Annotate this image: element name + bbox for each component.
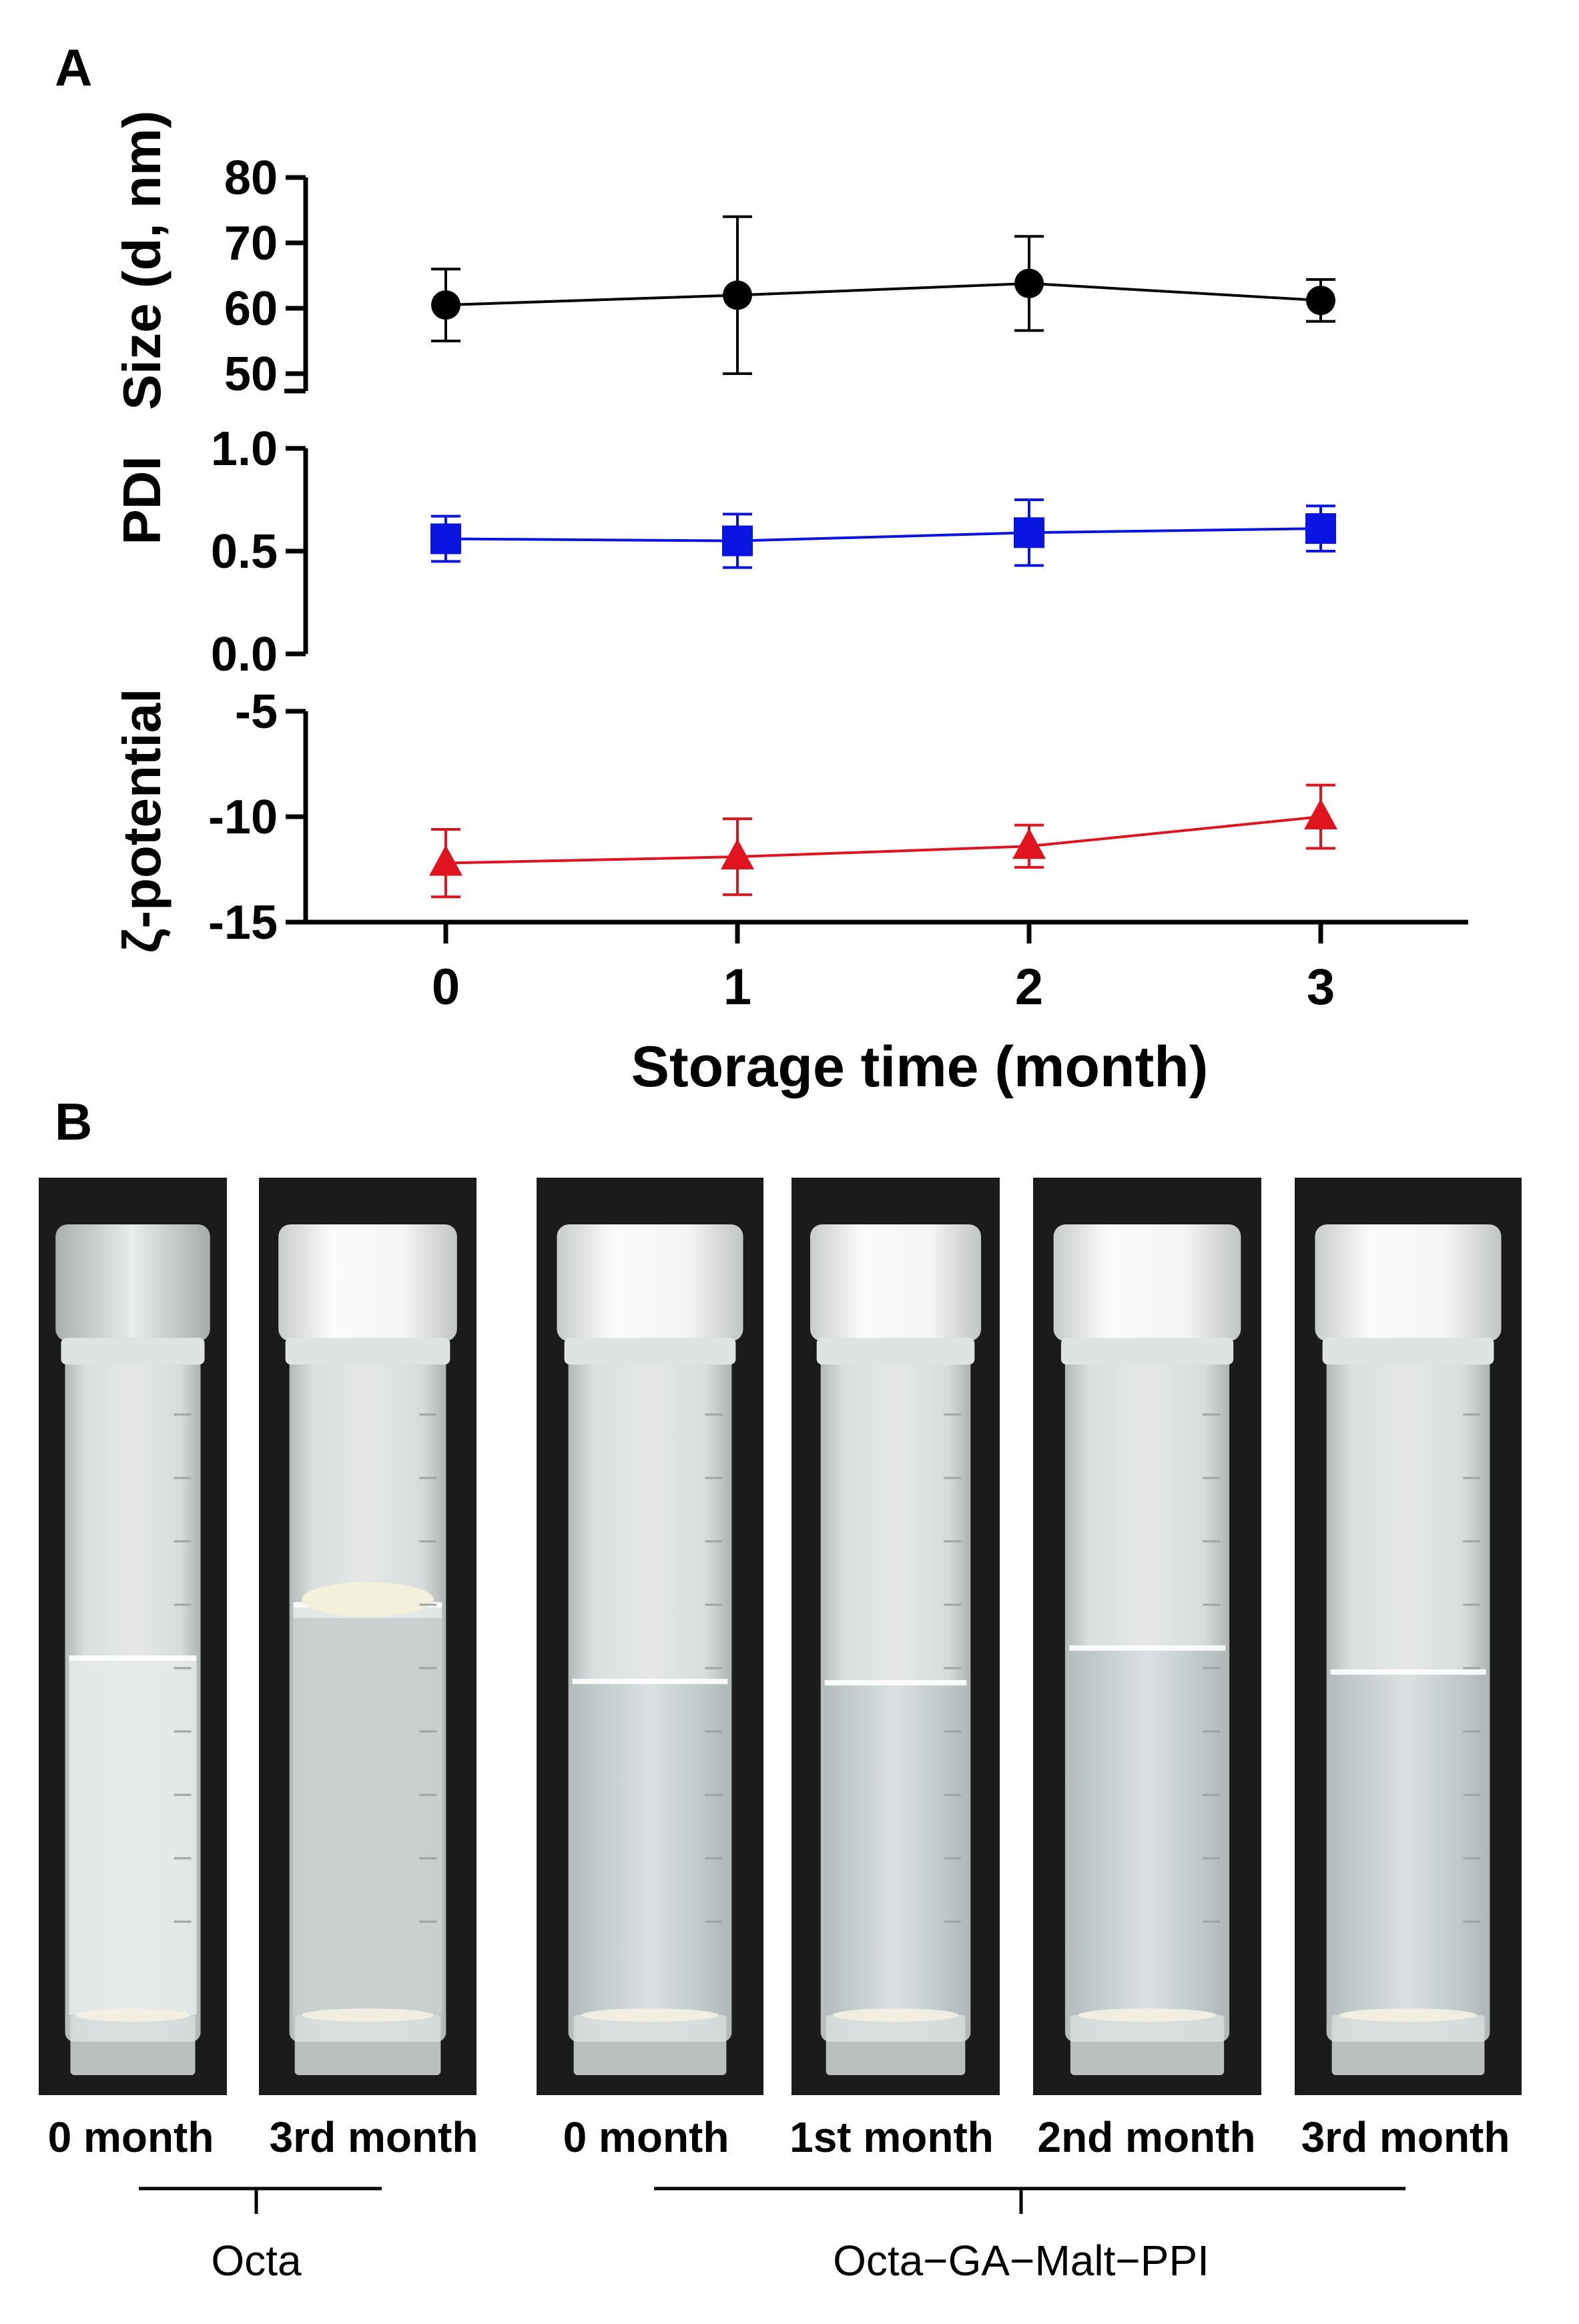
x-tick-label: 0 xyxy=(432,959,460,1016)
tube-liquid xyxy=(572,1681,728,2015)
tube-liquid xyxy=(69,1658,197,2015)
x-axis-title: Storage time (month) xyxy=(631,1035,1209,1099)
pdi-data-point xyxy=(430,523,461,554)
zeta-potential-subplot: -5 -10 -15 xyxy=(208,685,1337,949)
bracket-octa-ga-malt-ppi xyxy=(654,2187,1405,2214)
photo-label-ppi-3: 3rd month xyxy=(1301,2113,1510,2161)
tube-bottom-sediment xyxy=(832,2008,959,2022)
size-data-point xyxy=(431,290,460,320)
zeta-axis-title: ζ-potential xyxy=(112,689,172,953)
tube-cap xyxy=(810,1224,982,1341)
zeta-data-point xyxy=(429,845,462,876)
size-series-line xyxy=(445,282,1321,307)
tube-cap xyxy=(557,1224,743,1341)
pdi-y-tick-label: 0.5 xyxy=(211,525,278,578)
tube-base xyxy=(70,2015,196,2075)
tube-cap xyxy=(55,1224,210,1341)
tube-photo xyxy=(1033,1178,1261,2095)
size-data-point xyxy=(1306,286,1335,316)
tube-cap-collar xyxy=(61,1338,205,1365)
tube-photographs xyxy=(39,1178,1522,2095)
group-label-octa: Octa xyxy=(211,2237,302,2285)
x-tick-label: 1 xyxy=(723,959,751,1016)
tube-photo xyxy=(1295,1178,1522,2095)
tube-cap-collar xyxy=(1060,1338,1234,1365)
photo-label-ppi-1: 1st month xyxy=(790,2113,994,2161)
tube-photo xyxy=(259,1178,477,2095)
pdi-data-point xyxy=(722,525,753,556)
photo-label-ppi-2: 2nd month xyxy=(1037,2113,1255,2161)
tube-base xyxy=(294,2015,441,2075)
zeta-y-tick-label: -5 xyxy=(235,685,278,739)
size-axis-title: Size (d, nm) xyxy=(112,111,172,410)
size-subplot: 50 60 70 80 xyxy=(224,151,1335,401)
bracket-octa xyxy=(139,2187,382,2214)
x-tick-label: 3 xyxy=(1307,959,1335,1016)
tube-bottom-sediment xyxy=(75,2008,190,2022)
tube-base xyxy=(826,2015,966,2075)
zeta-data-point xyxy=(1012,828,1046,859)
tube-base xyxy=(573,2015,727,2075)
x-axis: 0 1 2 3 xyxy=(306,919,1468,1016)
panel-label-a: A xyxy=(55,38,92,97)
pdi-axis-title: PDI xyxy=(112,456,172,544)
tube-cap-collar xyxy=(816,1338,975,1365)
tube-liquid xyxy=(1068,1648,1226,2015)
photo-label-octa-3: 3rd month xyxy=(270,2113,479,2161)
pdi-data-point xyxy=(1305,513,1336,544)
tube-liquid xyxy=(293,1605,442,2015)
photo-label-ppi-0: 0 month xyxy=(563,2113,729,2161)
tube-cap xyxy=(1315,1224,1502,1341)
tube-bottom-sediment xyxy=(302,2008,434,2022)
tube-cap-collar xyxy=(564,1338,736,1365)
creaming-layer xyxy=(302,1582,434,1617)
pdi-series-line xyxy=(445,527,1321,542)
size-y-tick-label: 60 xyxy=(224,282,278,336)
tube-cap xyxy=(1053,1224,1241,1341)
size-y-tick-label: 50 xyxy=(224,348,278,401)
zeta-series-line xyxy=(445,815,1321,865)
zeta-data-point xyxy=(1304,799,1337,829)
tube-liquid xyxy=(1330,1672,1486,2015)
size-y-tick-label: 80 xyxy=(224,151,278,205)
sedimented-emulsion xyxy=(293,1618,442,2015)
tube-photo xyxy=(39,1178,227,2095)
tube-cap-collar xyxy=(285,1338,450,1365)
tube-photo xyxy=(792,1178,1000,2095)
pdi-y-tick-label: 1.0 xyxy=(211,422,278,476)
size-y-tick-label: 70 xyxy=(224,217,278,270)
tube-cap xyxy=(278,1224,457,1341)
tube-bottom-sediment xyxy=(1078,2008,1217,2022)
zeta-y-tick-label: -10 xyxy=(208,791,278,844)
tube-bottom-sediment xyxy=(581,2008,719,2022)
panel-label-b: B xyxy=(55,1092,92,1151)
group-label-octa-ga-malt-ppi: Octa−GA−Malt−PPI xyxy=(833,2237,1209,2285)
tube-photo xyxy=(537,1178,763,2095)
zeta-y-tick-label: -15 xyxy=(208,896,278,949)
zeta-data-point xyxy=(721,839,754,870)
pdi-y-tick-label: 0.0 xyxy=(211,628,278,681)
pdi-subplot: 0.0 0.5 1.0 xyxy=(211,422,1336,681)
size-data-point xyxy=(1014,268,1044,298)
x-tick-label: 2 xyxy=(1015,959,1043,1016)
size-data-point xyxy=(723,280,752,310)
tube-bottom-sediment xyxy=(1339,2008,1477,2022)
tube-base xyxy=(1070,2015,1225,2075)
pdi-data-point xyxy=(1014,517,1044,548)
tube-base xyxy=(1331,2015,1485,2075)
tube-cap-collar xyxy=(1322,1338,1494,1365)
tube-liquid xyxy=(824,1683,967,2015)
photo-label-octa-0: 0 month xyxy=(48,2113,214,2161)
